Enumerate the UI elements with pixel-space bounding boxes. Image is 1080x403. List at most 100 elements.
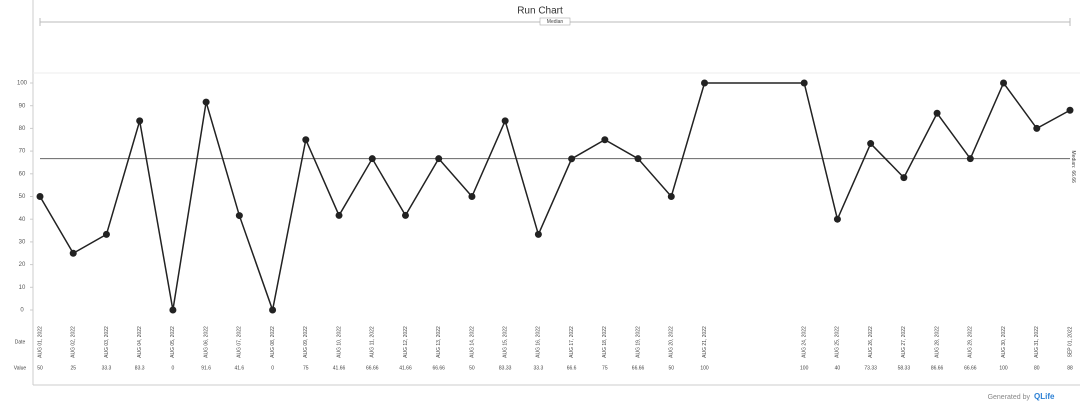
- date-label: AUG 17, 2022: [569, 326, 575, 358]
- y-tick-label: 30: [19, 239, 26, 245]
- value-label: 0: [271, 365, 274, 371]
- value-label: 100: [700, 365, 709, 371]
- value-label: 50: [669, 365, 675, 371]
- brand: QLife: [1034, 392, 1055, 401]
- date-label: AUG 15, 2022: [502, 326, 508, 358]
- legend-label: Median: [547, 19, 564, 25]
- point: [534, 230, 542, 238]
- point: [833, 215, 841, 223]
- run-line: [39, 81, 1071, 313]
- point: [701, 79, 709, 87]
- date-label: AUG 31, 2022: [1034, 326, 1040, 358]
- value-label: 100: [999, 365, 1008, 371]
- value-label: 25: [70, 365, 76, 371]
- point: [69, 249, 77, 257]
- value-label: 66.6: [567, 365, 577, 371]
- value-label: 75: [303, 365, 309, 371]
- point: [501, 117, 509, 125]
- value-label: 100: [800, 365, 809, 371]
- point: [368, 155, 376, 163]
- y-tick-label: 10: [19, 285, 26, 291]
- value-label: 88: [1067, 365, 1073, 371]
- y-tick-label: 50: [19, 194, 26, 200]
- date-label: AUG 12, 2022: [403, 326, 409, 358]
- date-label: AUG 02, 2022: [71, 326, 77, 358]
- value-label: 83.33: [499, 365, 512, 371]
- chart-title: Run Chart: [517, 6, 563, 17]
- point: [867, 140, 875, 148]
- y-tick-label: 40: [19, 217, 26, 223]
- date-label: AUG 26, 2022: [868, 326, 874, 358]
- value-label: 66.66: [964, 365, 977, 371]
- y-tick-label: 20: [19, 262, 26, 268]
- y-tick-label: 100: [17, 81, 28, 87]
- point: [900, 174, 908, 182]
- point: [966, 155, 974, 163]
- median-value: 66.66: [1070, 170, 1076, 183]
- value-label: 66.66: [632, 365, 645, 371]
- point: [435, 155, 443, 163]
- date-label: AUG 27, 2022: [901, 326, 907, 358]
- date-label: AUG 19, 2022: [635, 326, 641, 358]
- value-label: 75: [602, 365, 608, 371]
- point: [302, 136, 310, 144]
- point: [169, 306, 177, 314]
- value-label: 58.33: [898, 365, 911, 371]
- date-label: AUG 11, 2022: [370, 326, 376, 358]
- value-label: 73.33: [864, 365, 877, 371]
- point: [468, 193, 476, 200]
- point: [1000, 79, 1008, 87]
- point: [235, 212, 243, 220]
- date-label: AUG 09, 2022: [303, 326, 309, 358]
- date-label: AUG 25, 2022: [835, 326, 841, 358]
- value-label: 40: [835, 365, 841, 371]
- value-label: 50: [37, 365, 43, 371]
- value-label: 66.66: [366, 365, 379, 371]
- y-tick-label: 60: [19, 171, 26, 177]
- point: [800, 79, 808, 87]
- date-label: AUG 13, 2022: [436, 326, 442, 358]
- date-label: AUG 03, 2022: [104, 326, 110, 358]
- point: [335, 211, 343, 219]
- point: [36, 193, 44, 200]
- point: [667, 193, 675, 200]
- value-label: 41.66: [333, 365, 346, 371]
- row-label: Date: [15, 339, 26, 345]
- value-label: 33.3: [534, 365, 544, 371]
- legend-box: [539, 17, 571, 26]
- point: [202, 98, 210, 106]
- value-label: 80: [1034, 365, 1040, 371]
- point: [568, 155, 576, 163]
- point: [634, 155, 642, 163]
- point: [601, 136, 609, 144]
- date-label: AUG 21, 2022: [702, 326, 708, 358]
- footer: Generated by: [988, 394, 1031, 401]
- value-label: 83.3: [135, 365, 145, 371]
- value-label: 41.66: [399, 365, 412, 371]
- date-label: SEP 01, 2022: [1067, 326, 1073, 357]
- date-label: AUG 30, 2022: [1001, 326, 1007, 358]
- point: [136, 117, 144, 125]
- date-label: AUG 06, 2022: [203, 326, 209, 358]
- date-label: AUG 24, 2022: [802, 326, 808, 358]
- date-label: AUG 20, 2022: [669, 326, 675, 358]
- date-label: AUG 18, 2022: [602, 326, 608, 358]
- value-label: 0: [172, 365, 175, 371]
- point: [102, 230, 110, 238]
- date-label: AUG 16, 2022: [536, 326, 542, 358]
- point: [1066, 106, 1074, 114]
- value-label: 66.66: [432, 365, 445, 371]
- date-label: AUG 01, 2022: [37, 326, 43, 358]
- value-label: 91.6: [201, 365, 211, 371]
- point: [933, 109, 941, 117]
- y-tick-label: 80: [19, 126, 26, 132]
- point: [269, 306, 277, 314]
- date-label: AUG 14, 2022: [469, 326, 475, 358]
- point: [1033, 124, 1041, 132]
- value-label: 41.6: [234, 365, 244, 371]
- value-label: 33.3: [102, 365, 112, 371]
- value-label: 86.66: [931, 365, 944, 371]
- median-label: Median:66.66: [1070, 151, 1076, 184]
- y-tick-label: 90: [19, 103, 26, 109]
